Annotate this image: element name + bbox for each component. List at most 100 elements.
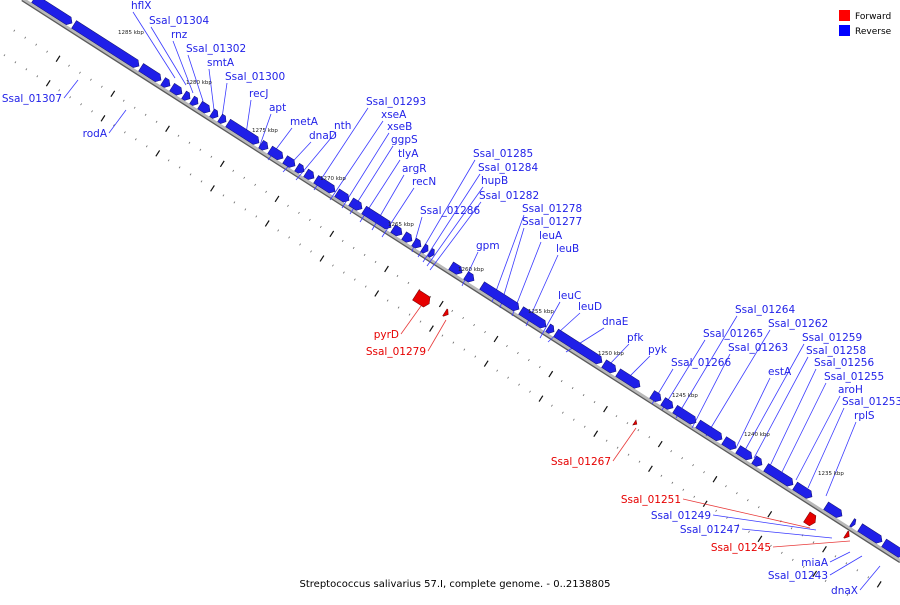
gene-block-reverse xyxy=(334,188,350,203)
leader-line xyxy=(417,159,476,258)
minor-tick xyxy=(561,411,564,414)
minor-tick xyxy=(496,369,499,372)
minor-tick xyxy=(876,581,882,588)
minor-tick xyxy=(384,265,389,273)
legend-reverse-label: Reverse xyxy=(855,27,892,37)
leader-line xyxy=(807,407,845,489)
gene-label-reverse: dnaE xyxy=(602,316,628,328)
gene-block-reverse xyxy=(181,90,191,101)
gene-label-reverse: smtA xyxy=(207,57,235,69)
minor-tick xyxy=(657,440,663,448)
gene-block-reverse xyxy=(553,328,603,365)
gene-features xyxy=(31,0,900,558)
legend-forward-label: Forward xyxy=(855,12,891,22)
minor-tick xyxy=(68,64,70,67)
leader-line xyxy=(743,343,805,453)
minor-tick xyxy=(736,492,738,495)
gene-block-reverse xyxy=(849,518,857,528)
gene-block-reverse xyxy=(792,481,813,499)
figure-caption: Streptococcus salivarius 57.I, complete … xyxy=(300,579,611,590)
gene-label-reverse: metA xyxy=(290,116,319,128)
minor-tick xyxy=(507,376,509,379)
gene-label-reverse: ggpS xyxy=(391,134,418,146)
leader-line xyxy=(313,107,369,191)
gene-block-forward xyxy=(803,511,817,527)
gene-block-reverse xyxy=(823,501,843,518)
minor-tick xyxy=(648,465,653,473)
minor-tick xyxy=(593,401,596,404)
minor-tick xyxy=(233,201,236,204)
scale-tick-label: 1250 kbp xyxy=(598,351,624,357)
leader-line xyxy=(735,377,771,449)
minor-tick xyxy=(770,544,772,547)
minor-tick xyxy=(693,495,696,498)
gene-label-reverse: Ssal_01256 xyxy=(814,357,874,369)
minor-tick xyxy=(299,243,301,246)
gene-block-reverse xyxy=(31,0,73,26)
gene-block-reverse xyxy=(448,261,463,275)
minor-tick xyxy=(845,562,848,565)
leader-line xyxy=(675,315,738,419)
leader-line xyxy=(825,421,857,497)
leader-line xyxy=(769,368,817,467)
minor-tick xyxy=(199,148,202,151)
gene-block-reverse xyxy=(672,404,697,425)
gene-block-reverse xyxy=(763,463,794,487)
minor-tick xyxy=(638,460,641,463)
minor-tick xyxy=(374,260,377,263)
minor-tick xyxy=(255,215,258,218)
gene-block-reverse xyxy=(615,368,641,389)
minor-tick xyxy=(165,125,170,133)
gene-block-reverse xyxy=(348,197,363,211)
minor-tick xyxy=(748,530,750,533)
minor-tick xyxy=(572,418,575,421)
minor-tick xyxy=(703,471,705,474)
gene-block-forward xyxy=(412,289,431,308)
gene-block-reverse xyxy=(601,359,617,374)
gene-block-reverse xyxy=(420,243,429,254)
minor-tick xyxy=(155,150,161,157)
minor-tick xyxy=(473,323,475,327)
minor-tick xyxy=(144,113,147,116)
leader-line xyxy=(132,11,176,79)
scale-tick-label: 1245 kbp xyxy=(672,393,698,399)
minor-tick xyxy=(100,115,106,122)
minor-tick xyxy=(178,166,181,169)
gene-label-reverse: Ssal_01300 xyxy=(225,71,285,83)
minor-tick xyxy=(867,576,870,579)
leader-line xyxy=(539,301,561,339)
leader-line xyxy=(705,329,771,437)
minor-tick xyxy=(463,348,466,351)
scale-tick-label: 1260 kbp xyxy=(458,267,484,273)
minor-tick xyxy=(397,306,400,309)
leader-line xyxy=(753,356,809,459)
minor-tick xyxy=(452,341,455,344)
leader-line xyxy=(208,68,215,111)
minor-tick xyxy=(790,527,793,530)
gene-label-reverse: leuD xyxy=(578,301,602,313)
leader-line xyxy=(221,82,228,119)
minor-tick xyxy=(274,195,280,203)
minor-tick xyxy=(264,220,270,227)
minor-tick xyxy=(407,281,410,285)
leader-line xyxy=(741,528,833,539)
minor-tick xyxy=(310,250,312,253)
gene-block-reverse xyxy=(282,155,296,168)
minor-tick xyxy=(780,551,783,554)
legend-forward-swatch xyxy=(839,10,850,21)
minor-tick xyxy=(133,106,136,109)
gene-block-reverse xyxy=(463,271,475,283)
gene-block-reverse xyxy=(479,281,520,312)
gene-block-forward xyxy=(442,308,449,317)
minor-tick xyxy=(670,450,673,453)
leader-line xyxy=(63,79,79,99)
gene-block-reverse xyxy=(735,445,753,461)
minor-tick xyxy=(25,68,28,71)
gene-label-reverse: Ssal_01304 xyxy=(149,15,209,27)
gene-block-reverse xyxy=(138,63,162,83)
gene-label-forward: Ssal_01279 xyxy=(366,346,426,358)
minor-tick xyxy=(265,190,267,193)
leader-line xyxy=(187,54,204,102)
minor-tick xyxy=(626,422,629,425)
